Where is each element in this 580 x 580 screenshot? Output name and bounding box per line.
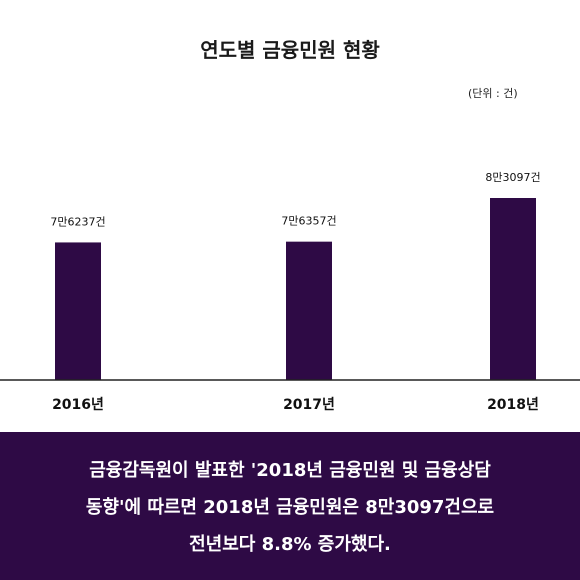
bar-2017년 <box>286 241 332 380</box>
bar-2018년 <box>490 198 536 380</box>
x-tick-label: 2017년 <box>283 397 335 413</box>
bar-chart: 7만6237건 2016년 7만6357건 2017년 8만3097건 2018년 <box>0 171 580 413</box>
chart-title: 연도별 금융민원 현황 <box>200 38 380 62</box>
x-tick-label: 2016년 <box>52 397 104 413</box>
data-label: 7만6237건 <box>50 215 105 228</box>
data-label: 7만6357건 <box>281 215 336 228</box>
unit-label: (단위 : 건) <box>468 87 518 100</box>
x-tick-label: 2018년 <box>487 397 539 413</box>
data-label: 8만3097건 <box>485 171 540 184</box>
chart-panel: 연도별 금융민원 현황 (단위 : 건) 7만6237건 2016년 7만6357건… <box>0 38 580 413</box>
caption-line-3: 전년보다 8.8% 증가했다. <box>189 534 391 555</box>
caption-line-2: 동향'에 따르면 2018년 금융민원은 8만3097건으로 <box>85 497 495 518</box>
caption-line-1: 금융감독원이 발표한 '2018년 금융민원 및 금융상담 <box>89 460 491 481</box>
bar-2016년 <box>55 242 101 380</box>
caption-banner: 금융감독원이 발표한 '2018년 금융민원 및 금융상담 동향'에 따르면 2… <box>0 432 580 580</box>
